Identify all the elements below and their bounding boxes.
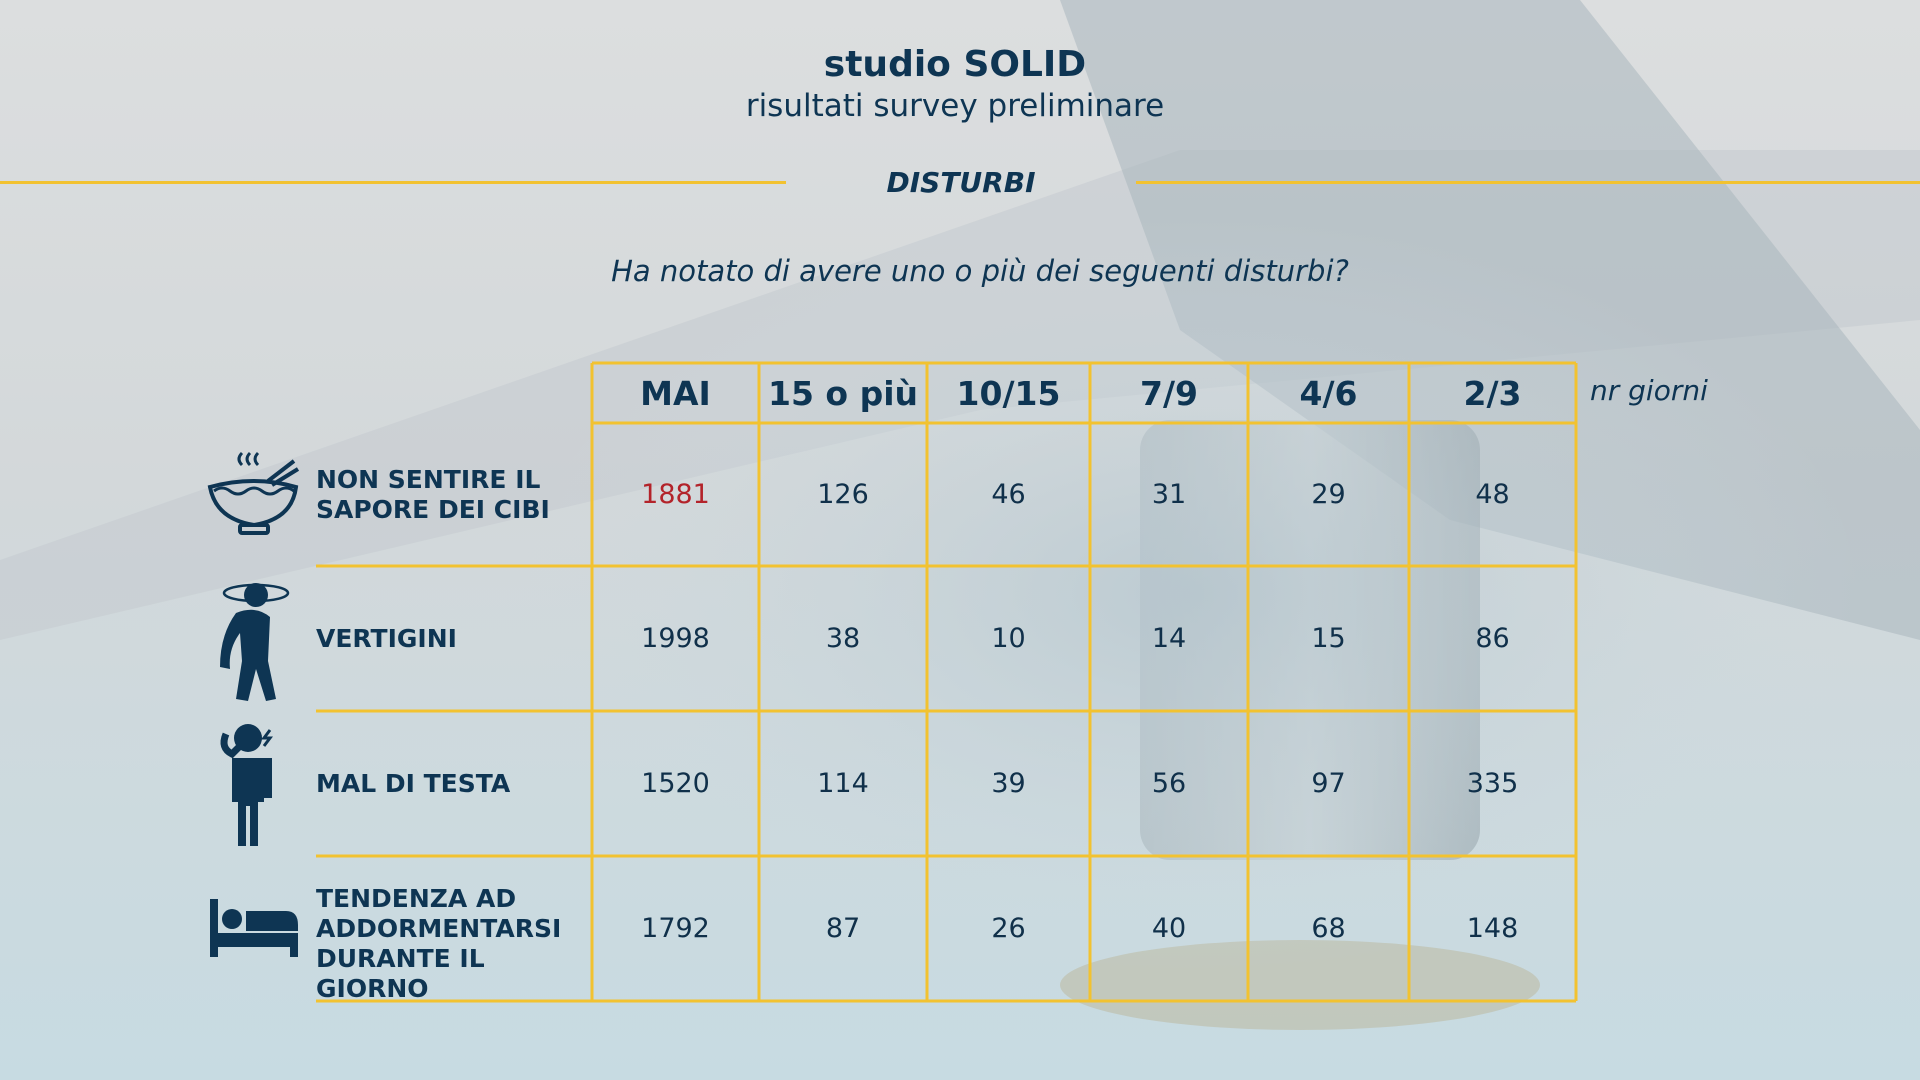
table-cell: 148 <box>1466 912 1519 944</box>
row-icon <box>206 447 302 543</box>
divider-left <box>0 181 786 184</box>
bowl-icon <box>207 451 300 535</box>
row-label: MAL DI TESTA <box>316 769 596 799</box>
table-cell: 68 <box>1311 912 1346 944</box>
table-cell: 39 <box>991 767 1026 799</box>
headache-person-icon <box>220 723 273 846</box>
table-cell: 26 <box>991 912 1026 944</box>
row-icon <box>206 573 302 705</box>
table-cell: 87 <box>825 912 861 944</box>
table-cell: 29 <box>1311 478 1346 510</box>
table-cell: 335 <box>1466 767 1519 799</box>
table-cell: 10 <box>991 622 1026 654</box>
column-header: MAI <box>640 374 711 413</box>
section-title: DISTURBI <box>886 166 1036 199</box>
column-header: 15 o più <box>768 374 918 413</box>
table-cell: 126 <box>817 478 869 510</box>
table-cell: 1881 <box>641 478 710 510</box>
table-cell: 38 <box>825 622 861 654</box>
column-header: 10/15 <box>956 374 1061 413</box>
subtitle: risultati survey preliminare <box>745 88 1165 124</box>
row-label: TENDENZA AD ADDORMENTARSI DURANTE IL GIORN… <box>316 884 596 1004</box>
table-cell: 86 <box>1475 622 1510 654</box>
table-cell: 15 <box>1311 622 1346 654</box>
question: Ha notato di avere uno o più dei seguent… <box>611 254 1349 288</box>
title: studio SOLID <box>823 44 1087 85</box>
table-cell: 1792 <box>641 912 710 944</box>
row-label-line: VERTIGINI <box>316 623 457 653</box>
column-header: 7/9 <box>1140 374 1198 413</box>
divider-right <box>1136 181 1920 184</box>
bed-icon <box>210 898 298 957</box>
row-label-line: NON SENTIRE IL <box>316 464 541 494</box>
dizzy-person-icon <box>220 582 290 701</box>
column-header: 4/6 <box>1299 374 1358 413</box>
row-icon <box>206 718 302 850</box>
table-cell: 14 <box>1151 622 1187 654</box>
row-label-line: ADDORMENTARSI <box>316 913 562 943</box>
table-cell: 1520 <box>641 767 710 799</box>
row-label-line: MAL DI TESTA <box>316 768 511 798</box>
table-cell: 48 <box>1475 478 1510 510</box>
table-cell: 97 <box>1311 767 1346 799</box>
table-cell: 56 <box>1151 767 1187 799</box>
table-cell: 46 <box>991 478 1026 510</box>
table-cell: 114 <box>817 767 869 799</box>
row-label-line: DURANTE IL GIORNO <box>316 943 485 1003</box>
table-cell: 31 <box>1151 478 1187 510</box>
column-header: 2/3 <box>1463 374 1522 413</box>
row-label-line: SAPORE DEI CIBI <box>316 494 550 524</box>
table-cell: 1998 <box>641 622 710 654</box>
row-label: NON SENTIRE IL SAPORE DEI CIBI <box>316 465 596 525</box>
row-label-line: TENDENZA AD <box>316 883 517 913</box>
table-cell: 40 <box>1151 912 1187 944</box>
row-icon <box>206 897 302 961</box>
row-label: VERTIGINI <box>316 624 596 654</box>
unit-label: nr giorni <box>1590 374 1708 407</box>
